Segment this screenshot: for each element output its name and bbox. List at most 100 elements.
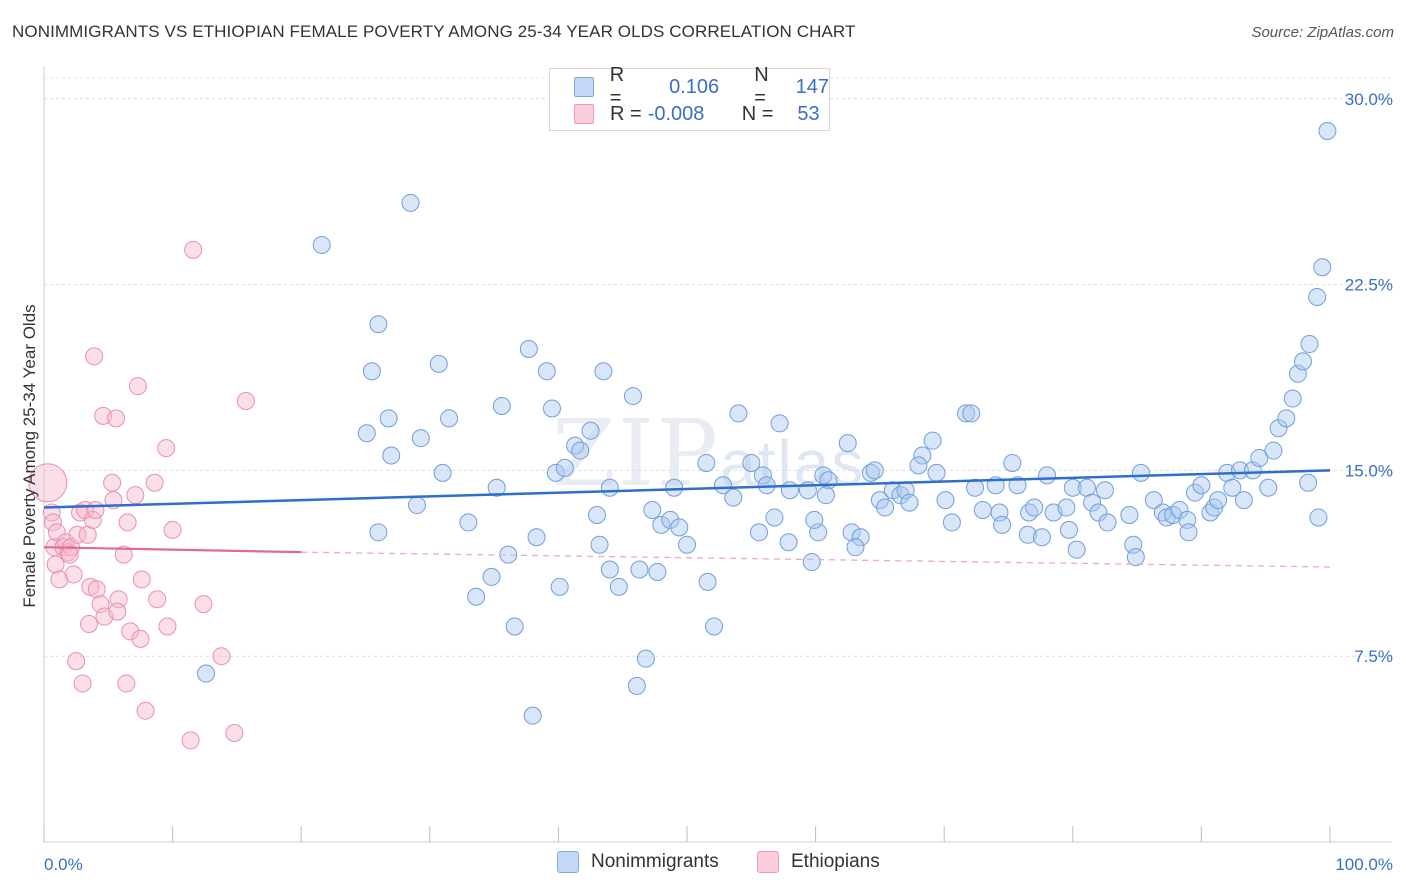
nonimmigrants-point xyxy=(523,706,542,725)
ethiopians-point xyxy=(44,513,63,532)
nonimmigrants-point xyxy=(379,409,398,428)
nonimmigrants-point xyxy=(753,466,772,485)
nonimmigrants-point xyxy=(362,362,381,381)
nonimmigrants-point xyxy=(962,404,981,423)
nonimmigrants-point xyxy=(369,523,388,542)
nonimmigrants-point xyxy=(729,404,748,423)
nonimmigrants-point xyxy=(369,315,388,334)
nonimmigrants-point xyxy=(1120,505,1139,524)
nonimmigrants-point xyxy=(429,354,448,373)
n-value: 147 xyxy=(795,75,829,98)
nonimmigrants-point xyxy=(590,535,609,554)
ethiopians-point xyxy=(64,565,83,584)
legend-label: Ethiopians xyxy=(791,851,880,872)
nonimmigrants-point xyxy=(1057,498,1076,517)
nonimmigrants-point xyxy=(1020,503,1039,522)
nonimmigrants-point xyxy=(1300,335,1319,354)
legend-item-ethiopians[interactable]: Ethiopians xyxy=(757,851,880,873)
nonimmigrants-point xyxy=(670,518,689,537)
nonimmigrants-point xyxy=(1259,478,1278,497)
nonimmigrants-point xyxy=(401,193,420,212)
nonimmigrants-point xyxy=(802,553,821,572)
ethiopians-point xyxy=(67,652,86,671)
axes xyxy=(43,66,1392,843)
ethiopians-trend-line xyxy=(43,546,302,554)
nonimmigrants-point xyxy=(750,523,769,542)
ethiopians-point xyxy=(46,555,65,574)
nonimmigrants-point xyxy=(1223,478,1242,497)
r-label: R = xyxy=(610,102,642,125)
series-legend: Nonimmigrants Ethiopians xyxy=(0,851,1406,879)
n-label: N = xyxy=(754,64,769,109)
y-tick-label: 30.0% xyxy=(1345,90,1393,109)
nonimmigrants-point xyxy=(846,538,865,557)
nonimmigrants-point xyxy=(411,429,430,448)
ethiopians-point xyxy=(86,501,105,520)
legend-item-nonimmigrants[interactable]: Nonimmigrants xyxy=(557,851,719,873)
nonimmigrants-point xyxy=(1277,409,1296,428)
legend-label: Nonimmigrants xyxy=(591,851,719,872)
axis-labels: 7.5% 15.0% 22.5% 30.0% 0.0% 100.0% Female Pove… xyxy=(20,90,1393,874)
nonimmigrants-point xyxy=(652,515,671,534)
nonimmigrants-point xyxy=(1018,525,1037,544)
stats-row-ethiopians: R = -0.008 N = 53 xyxy=(574,101,820,127)
nonimmigrants-point xyxy=(1095,481,1114,500)
ethiopians-point xyxy=(50,570,69,589)
nonimmigrants-point xyxy=(816,486,835,505)
nonimmigrants-point xyxy=(492,396,511,415)
nonimmigrants-point xyxy=(661,510,680,529)
ethiopians-point xyxy=(117,674,136,693)
nonimmigrants-point xyxy=(1313,258,1332,277)
nonimmigrants-point xyxy=(851,528,870,547)
ethiopians-point xyxy=(225,723,244,742)
ethiopians-point xyxy=(114,545,133,564)
nonimmigrants-point xyxy=(957,404,976,423)
nonimmigrants-point xyxy=(927,463,946,482)
y-tick-label: 22.5% xyxy=(1345,276,1393,295)
nonimmigrants-point xyxy=(1293,352,1312,371)
ethiopians-point xyxy=(181,731,200,750)
nonimmigrants-point xyxy=(742,453,761,472)
nonimmigrants-point xyxy=(382,446,401,465)
nonimmigrants-point xyxy=(779,533,798,552)
nonimmigrants-point xyxy=(1264,441,1283,460)
nonimmigrants-point xyxy=(542,399,561,418)
nonimmigrants-point xyxy=(1098,513,1117,532)
ethiopians-point xyxy=(163,520,182,539)
nonimmigrants-point xyxy=(993,515,1012,534)
ethiopians-point xyxy=(68,525,87,544)
nonimmigrants-point xyxy=(1179,523,1198,542)
nonimmigrants-point xyxy=(1032,528,1051,547)
ethiopians-point xyxy=(28,463,68,503)
x-tick-label: 0.0% xyxy=(44,855,83,874)
nonimmigrants-point xyxy=(1309,508,1328,527)
nonimmigrants-point xyxy=(312,235,331,254)
nonimmigrants-point xyxy=(1025,498,1044,517)
nonimmigrants-point xyxy=(714,476,733,495)
nonimmigrants-point xyxy=(1067,540,1086,559)
nonimmigrants-point xyxy=(627,676,646,695)
nonimmigrants-point xyxy=(197,664,216,683)
nonimmigrants-point xyxy=(1144,491,1163,510)
nonimmigrants-point xyxy=(1126,548,1145,567)
ethiopians-point xyxy=(131,629,150,648)
ethiopians-point xyxy=(148,590,167,609)
nonimmigrants-point xyxy=(407,496,426,515)
ethiopians-point xyxy=(118,513,137,532)
ethiopians-point xyxy=(60,545,79,564)
nonimmigrants-point xyxy=(594,362,613,381)
ethiopians-point xyxy=(132,570,151,589)
nonimmigrants-point xyxy=(1283,389,1302,408)
nonimmigrants-point xyxy=(909,456,928,475)
nonimmigrants-point xyxy=(537,362,556,381)
ethiopians-point xyxy=(80,614,99,633)
nonimmigrants-point xyxy=(630,560,649,579)
nonimmigrants-point xyxy=(780,481,799,500)
nonimmigrants-point xyxy=(678,535,696,554)
nonimmigrants-point xyxy=(467,587,486,606)
n-value: 53 xyxy=(797,102,820,125)
nonimmigrants-point xyxy=(636,649,655,668)
x-tick-label: 100.0% xyxy=(1335,855,1393,874)
nonimmigrants-point xyxy=(600,560,619,579)
nonimmigrants-point xyxy=(600,478,619,497)
